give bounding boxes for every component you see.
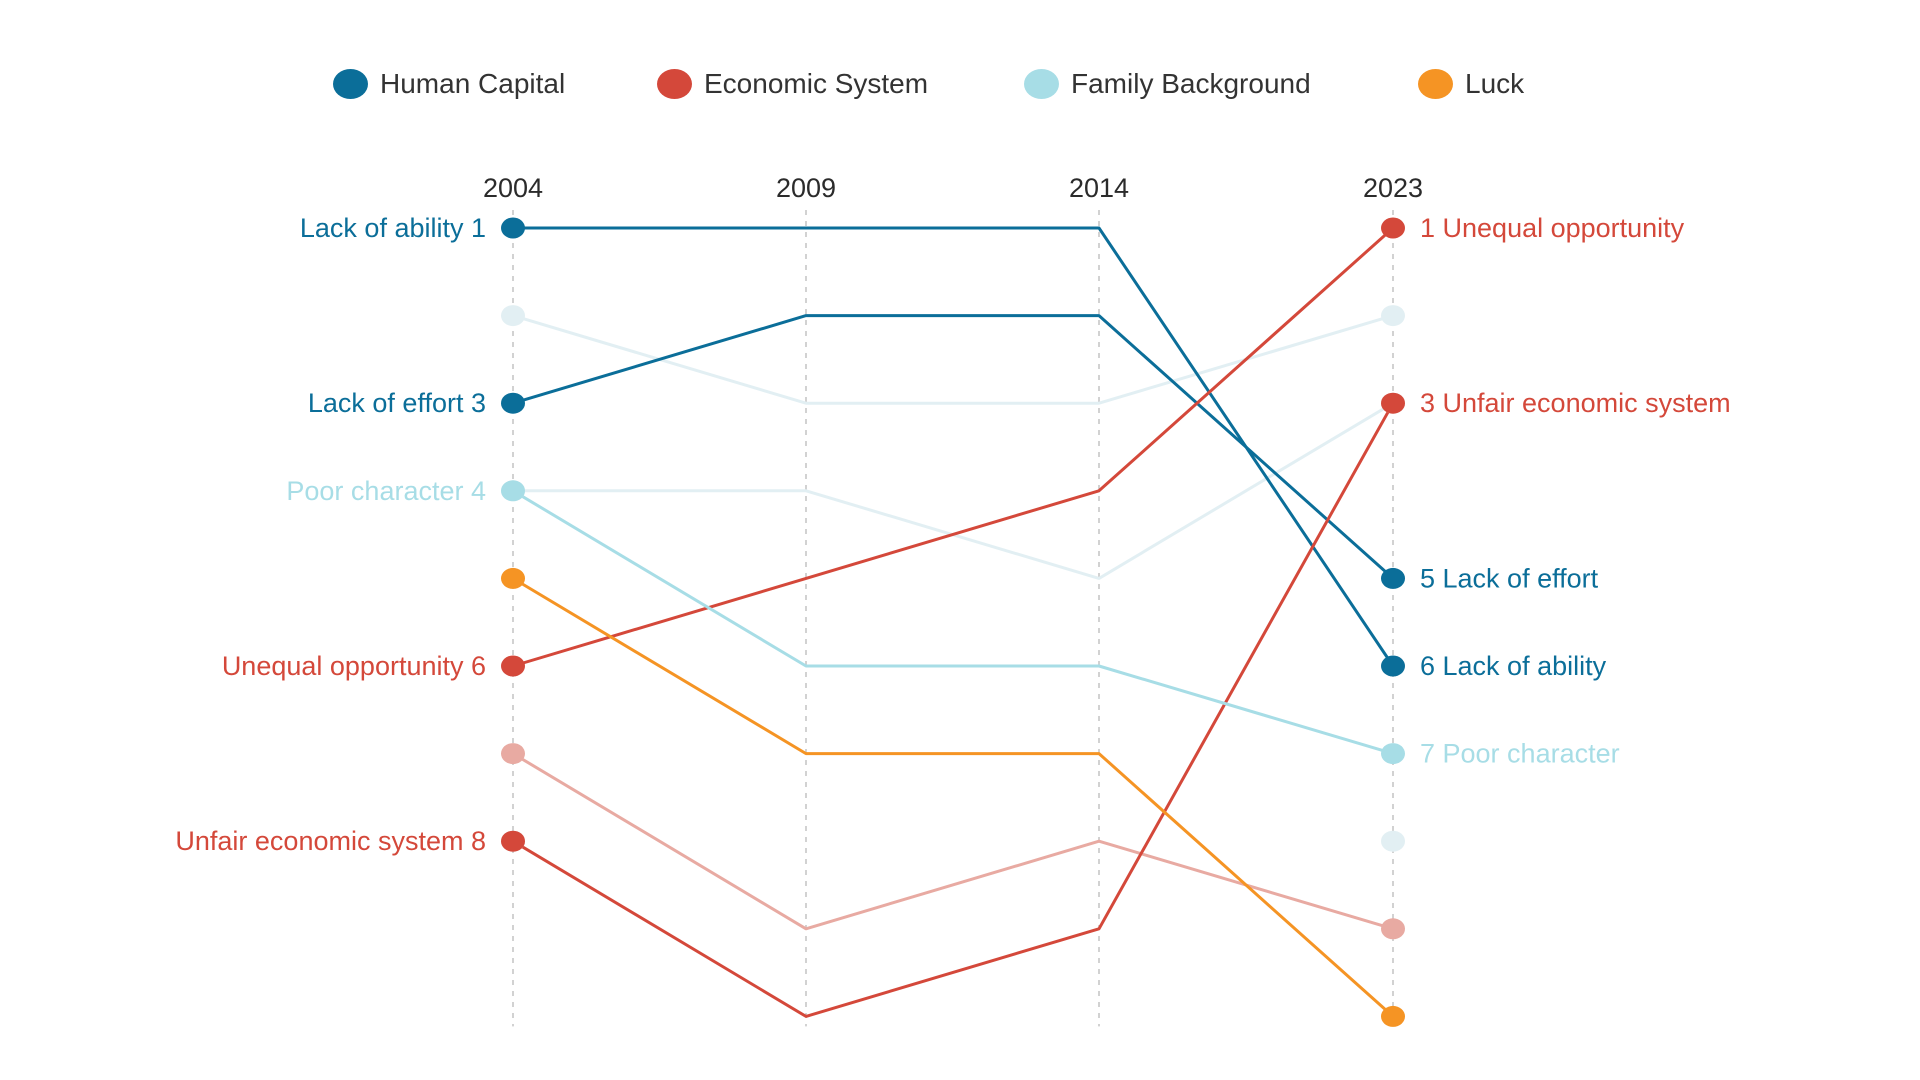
legend-item-luck: Luck — [1418, 68, 1524, 100]
chart-legend: Human Capital Economic System Family Bac… — [0, 68, 1920, 112]
legend-item-human-capital: Human Capital — [333, 68, 565, 100]
series-point-5-2023 — [1381, 305, 1405, 327]
series-point-5-2004 — [501, 305, 525, 327]
series-label-right: 3 Unfair economic system — [1420, 388, 1731, 418]
series-point-9-2004 — [501, 743, 525, 765]
series-point-7-2023 — [1381, 830, 1405, 852]
series-point-0-2023 — [1381, 655, 1405, 677]
series-line-4 — [512, 489, 1394, 756]
series-point-4-2023 — [1381, 743, 1405, 765]
series-line-6 — [513, 401, 1394, 580]
year-label-2009: 2009 — [776, 173, 836, 203]
series-line-8 — [512, 577, 1394, 1018]
series-point-3-2023 — [1381, 392, 1405, 414]
series-point-2-2004 — [501, 655, 525, 677]
series-point-8-2023 — [1381, 1005, 1405, 1027]
series-point-8-2004 — [501, 567, 525, 589]
series-point-9-2023 — [1381, 918, 1405, 940]
series-point-1-2023 — [1381, 567, 1405, 589]
series-point-2-2023 — [1381, 217, 1405, 239]
series-label-left: Lack of ability 1 — [300, 213, 486, 243]
legend-item-family-background: Family Background — [1024, 68, 1311, 100]
series-label-right: 5 Lack of effort — [1420, 563, 1599, 593]
series-line-9 — [512, 752, 1394, 931]
legend-swatch-economic-system — [657, 69, 692, 99]
series-point-4-2004 — [501, 480, 525, 502]
series-label-left: Lack of effort 3 — [308, 388, 486, 418]
series-label-right: 6 Lack of ability — [1420, 651, 1607, 681]
legend-item-economic-system: Economic System — [657, 68, 928, 100]
series-point-3-2004 — [501, 830, 525, 852]
legend-label: Family Background — [1071, 68, 1311, 99]
series-label-left: Unequal opportunity 6 — [222, 651, 486, 681]
legend-swatch-human-capital — [333, 69, 368, 99]
series-label-right: 1 Unequal opportunity — [1420, 213, 1685, 243]
series-line-1 — [512, 314, 1394, 580]
legend-swatch-luck — [1418, 69, 1453, 99]
series-line-3 — [512, 402, 1395, 1018]
series-point-1-2004 — [501, 392, 525, 414]
series-label-right: 7 Poor character — [1420, 739, 1620, 769]
legend-label: Human Capital — [380, 68, 566, 99]
series-point-0-2004 — [501, 217, 525, 239]
series-line-0 — [513, 226, 1395, 667]
series-label-left: Poor character 4 — [286, 476, 486, 506]
series-line-5 — [512, 314, 1394, 405]
legend-label: Luck — [1465, 68, 1525, 99]
legend-label: Economic System — [704, 68, 929, 99]
legend-swatch-family-background — [1024, 69, 1059, 99]
year-label-2023: 2023 — [1363, 173, 1423, 203]
series-label-left: Unfair economic system 8 — [175, 826, 486, 856]
year-label-2014: 2014 — [1069, 173, 1129, 203]
series-line-2 — [512, 226, 1394, 668]
year-label-2004: 2004 — [483, 173, 543, 203]
